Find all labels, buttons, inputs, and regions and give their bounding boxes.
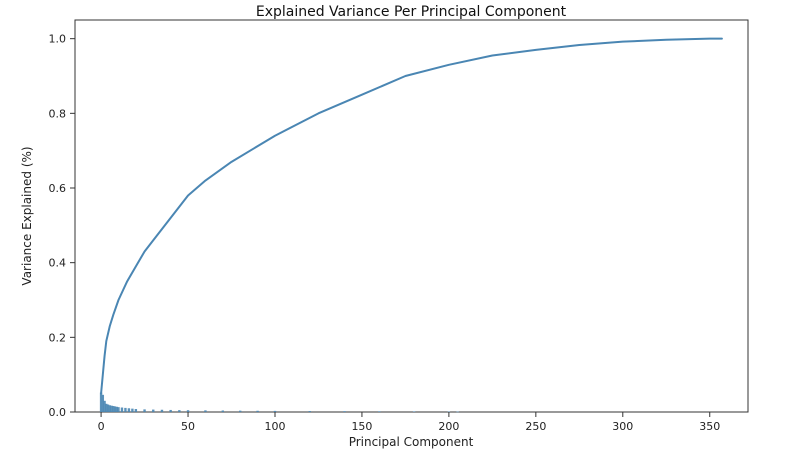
variance-bar [112,406,115,412]
variance-bar [169,409,172,412]
variance-bar [273,410,277,412]
variance-bar [110,405,113,412]
x-tick-label: 100 [264,420,285,433]
y-tick-label: 0.6 [49,182,67,195]
variance-bar [178,410,181,412]
variance-bar [127,408,131,412]
y-tick-label: 1.0 [49,33,67,46]
variance-bar [239,410,242,412]
variance-bar [256,410,259,412]
x-tick-label: 300 [612,420,633,433]
x-tick-label: 50 [181,420,195,433]
variance-bar [143,409,146,412]
x-tick-label: 250 [525,420,546,433]
x-tick-label: 350 [699,420,720,433]
variance-bar [378,411,381,412]
variance-bar [131,408,134,412]
variance-bar [115,406,118,412]
x-tick-label: 0 [98,420,105,433]
variance-bar [456,411,459,413]
variance-bar [412,411,416,413]
plot-frame [74,19,749,413]
variance-bar [105,403,108,412]
variance-bar [101,394,105,412]
y-axis-label: Variance Explained (%) [20,146,34,285]
variance-bar [99,392,103,412]
x-tick-label: 200 [438,420,459,433]
x-axis-label: Principal Component [349,435,474,449]
y-tick-label: 0.8 [49,107,67,120]
y-tick-label: 0.2 [49,331,67,344]
variance-bar [106,404,110,412]
variance-bar [108,405,111,412]
variance-bar [160,409,164,412]
x-tick-label: 150 [351,420,372,433]
variance-bar [447,411,451,413]
chart-title: Explained Variance Per Principal Compone… [256,4,567,20]
variance-bar [186,410,190,412]
variance-bar [308,411,311,412]
variance-bar [204,410,207,412]
variance-bar [117,407,120,412]
variance-bar [152,409,155,412]
variance-bar [103,400,106,412]
variance-bar [221,410,225,412]
variance-bar [113,406,117,412]
variance-bar [124,407,127,412]
variance-bar [134,409,138,412]
cumulative-variance-line [100,37,723,395]
y-tick-label: 0.4 [49,257,67,270]
y-tick-label: 0.0 [49,406,67,419]
variance-bar [343,411,346,412]
plot-area: 0 50 100 150 200 250 300 350 0.0 0.2 0.4 0.6 0.8 1.0 [49,19,749,433]
variance-bar [120,407,124,412]
